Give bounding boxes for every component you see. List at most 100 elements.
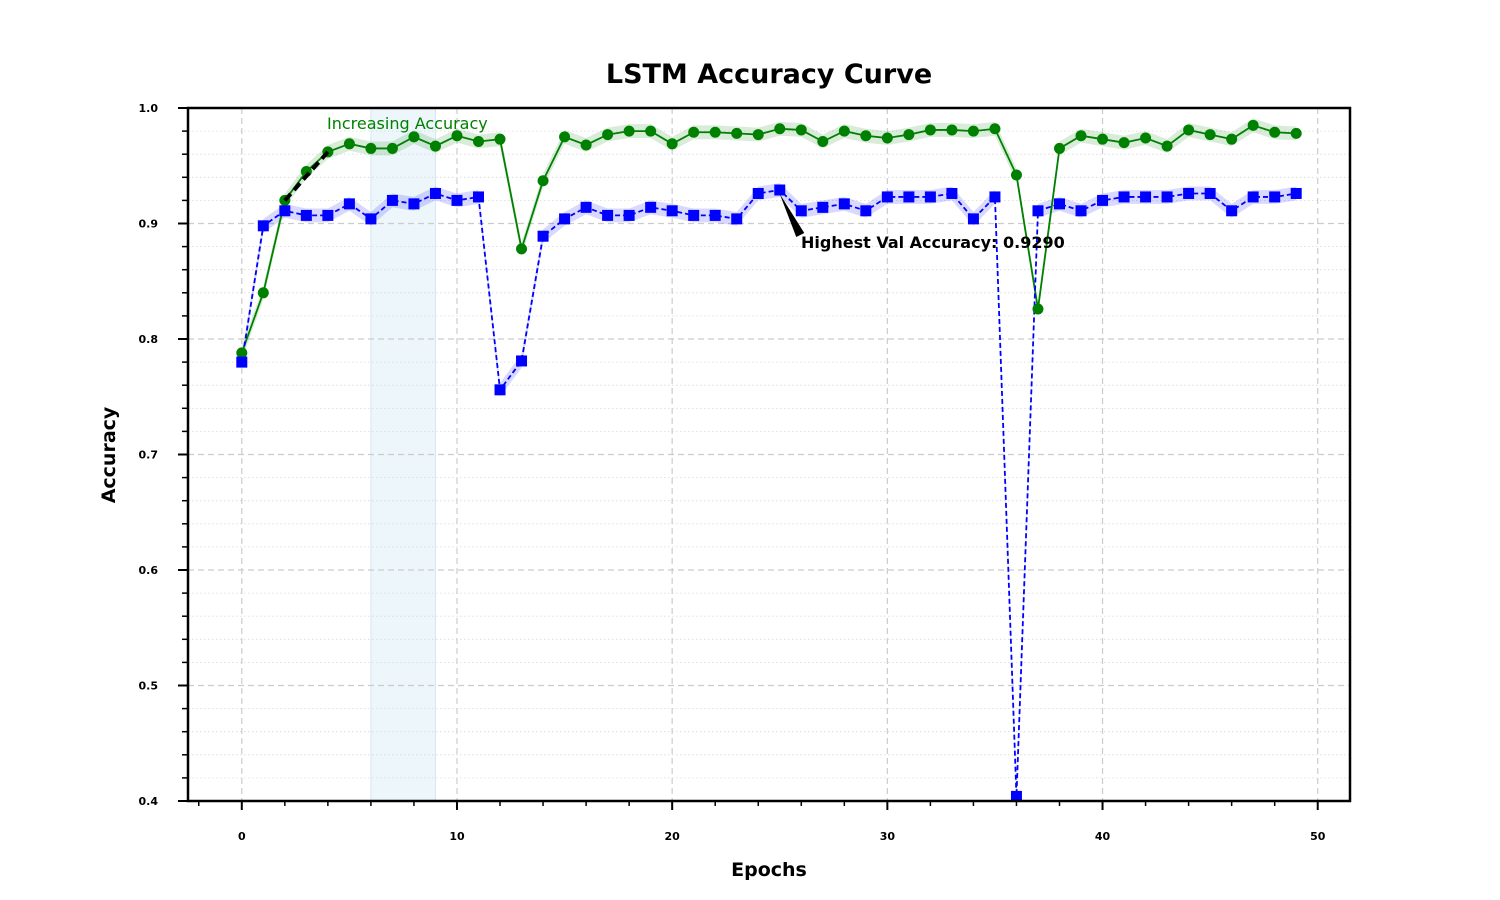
series-1-point xyxy=(1097,133,1109,145)
series-2-point xyxy=(1290,187,1302,199)
chart-title: LSTM Accuracy Curve xyxy=(606,59,932,90)
series-1-point xyxy=(1075,130,1087,142)
series-2-point xyxy=(1118,191,1130,203)
series-1-point xyxy=(688,126,700,138)
series-2-point xyxy=(580,201,592,213)
series-2-point xyxy=(408,198,420,210)
y-tick-label: 0.6 xyxy=(139,564,159,577)
series-2-point xyxy=(860,205,872,217)
series-1-point xyxy=(666,138,678,150)
series-1-point xyxy=(860,130,872,142)
series-1-point xyxy=(1010,169,1022,181)
y-tick-label: 0.9 xyxy=(139,218,159,231)
series-1-point xyxy=(386,142,398,154)
series-2-point xyxy=(752,187,764,199)
series-1-point xyxy=(494,133,506,145)
series-2-point xyxy=(1097,194,1109,206)
series-1-point xyxy=(1032,303,1044,315)
series-2-point xyxy=(623,209,635,221)
annotation-highest-val-accuracy: Highest Val Accuracy: 0.9290 xyxy=(801,233,1065,252)
series-1-point xyxy=(623,125,635,137)
series-2-point xyxy=(946,187,958,199)
series-2-point xyxy=(257,220,269,232)
series-2-point xyxy=(1075,205,1087,217)
series-1-point xyxy=(408,131,420,143)
series-2-point xyxy=(236,356,248,368)
series-2-point xyxy=(473,191,484,203)
annotation-increasing-accuracy: Increasing Accuracy xyxy=(327,114,488,133)
series-2-point xyxy=(1140,191,1152,203)
series-1-point xyxy=(989,123,1001,135)
series-1-point xyxy=(343,138,355,150)
series-2-point xyxy=(559,213,571,225)
x-tick-label: 10 xyxy=(449,830,465,843)
series-2-point xyxy=(795,205,807,217)
series-1-point xyxy=(365,142,377,154)
series-2-point xyxy=(429,187,441,199)
series-1-point xyxy=(1247,119,1259,131)
series-2-point xyxy=(924,191,936,203)
series-2-point xyxy=(602,209,614,221)
series-1-point xyxy=(774,123,786,135)
series-2-point xyxy=(516,355,528,367)
series-1-point xyxy=(451,130,463,142)
x-tick-label: 30 xyxy=(880,830,896,843)
series-1-point xyxy=(1161,140,1173,152)
y-tick-label: 0.4 xyxy=(139,795,159,808)
series-2-point xyxy=(666,205,678,217)
series-1-point xyxy=(1183,124,1195,136)
x-axis-label: Epochs xyxy=(731,859,807,881)
series-2-point xyxy=(343,198,355,210)
y-tick-label: 0.5 xyxy=(139,680,159,693)
series-2-point xyxy=(645,201,657,213)
series-2-point xyxy=(989,191,1001,203)
series-1-point xyxy=(429,140,441,152)
series-2-point xyxy=(817,201,829,213)
series-2-point xyxy=(365,213,377,225)
y-tick-label: 1.0 xyxy=(139,102,159,115)
x-tick-label: 50 xyxy=(1310,830,1326,843)
series-2-point xyxy=(774,184,786,196)
series-2-point xyxy=(709,209,721,221)
series-1-point xyxy=(946,124,958,136)
series-2-point xyxy=(451,194,463,206)
y-tick-label: 0.8 xyxy=(139,333,159,346)
x-tick-label: 40 xyxy=(1095,830,1111,843)
series-2-point xyxy=(731,213,743,225)
series-2-point xyxy=(1054,198,1065,210)
series-2-point xyxy=(386,194,398,206)
series-1-point xyxy=(817,135,829,147)
series-2-point xyxy=(688,209,700,221)
series-2-point xyxy=(1247,191,1259,203)
series-1-point xyxy=(473,135,484,147)
series-2-point xyxy=(1204,187,1216,199)
series-1-point xyxy=(731,127,743,139)
series-2-point xyxy=(1226,205,1238,217)
series-2-point xyxy=(1010,790,1022,802)
series-2-point xyxy=(881,191,893,203)
y-axis-label: Accuracy xyxy=(98,406,120,503)
series-1-point xyxy=(257,287,269,299)
annotation-arrow-highest xyxy=(779,194,805,237)
annotation-arrow-increasing xyxy=(283,150,330,202)
series-1-point xyxy=(602,129,614,141)
series-2-point xyxy=(322,209,334,221)
series-1-point xyxy=(559,131,571,143)
y-tick-label: 0.7 xyxy=(139,449,159,462)
series-1-point xyxy=(1140,132,1152,144)
series-2-point xyxy=(1269,191,1281,203)
series-1-point xyxy=(1118,137,1130,149)
series-1-point xyxy=(903,129,915,141)
series-1-point xyxy=(967,125,979,137)
series-1-point xyxy=(537,175,549,187)
series-2-point xyxy=(1161,191,1173,203)
series-2-point xyxy=(300,209,312,221)
series-1-point xyxy=(516,243,528,255)
series-2-point xyxy=(279,205,291,217)
series-1-point xyxy=(838,125,850,137)
series-2-point xyxy=(967,213,979,225)
series-1-point xyxy=(236,347,248,359)
series-1-point xyxy=(580,139,592,151)
series-1-point xyxy=(924,124,936,136)
